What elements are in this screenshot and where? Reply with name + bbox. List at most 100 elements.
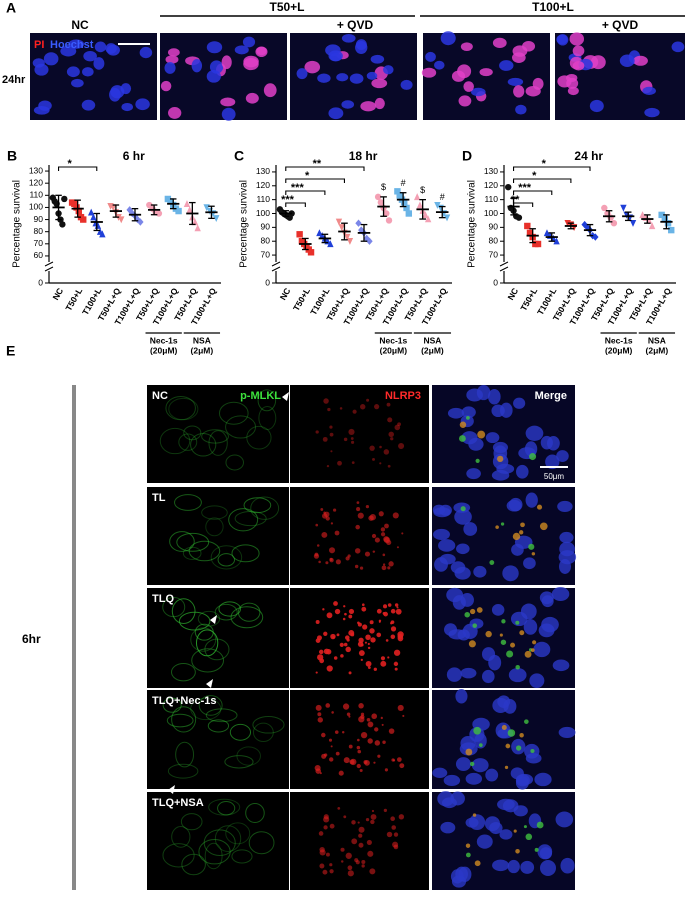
- speck: [356, 763, 361, 769]
- nucleus: [255, 46, 268, 57]
- data-point: [137, 218, 144, 226]
- y-tick-label: 70: [489, 249, 499, 259]
- y-tick-label: 130: [484, 166, 498, 176]
- nucleus: [552, 659, 570, 672]
- speck: [394, 667, 398, 671]
- nucleus: [317, 73, 331, 83]
- significance-bracket: [58, 166, 98, 171]
- speck: [390, 622, 393, 625]
- nucleus: [558, 558, 572, 574]
- speck: [345, 852, 352, 859]
- nucleus: [481, 669, 495, 684]
- speck: [329, 558, 334, 563]
- micrograph: [147, 588, 289, 688]
- merge-speck: [524, 719, 529, 724]
- group-label: Nec-1s: [605, 335, 633, 345]
- data-point: [118, 216, 125, 224]
- nucleus: [572, 45, 585, 57]
- speck: [367, 850, 374, 857]
- group-label: T100+L: [532, 0, 574, 14]
- cell-outline: [218, 601, 241, 617]
- column-label: Merge: [535, 390, 567, 402]
- nucleus: [66, 66, 80, 78]
- merge-speck: [512, 532, 521, 541]
- speck: [370, 637, 376, 643]
- significance-label: *: [68, 158, 73, 170]
- nucleus: [499, 829, 513, 840]
- speck: [356, 507, 361, 512]
- speck: [357, 738, 360, 742]
- nucleus: [374, 97, 385, 110]
- merge-speck: [531, 552, 536, 556]
- speck: [358, 826, 365, 833]
- arrowhead: [210, 615, 217, 624]
- speck: [351, 440, 355, 444]
- data-point: [416, 201, 424, 209]
- nucleus: [556, 34, 569, 46]
- merge-speck: [529, 453, 537, 461]
- data-point: [584, 223, 591, 232]
- speck: [330, 633, 336, 640]
- speck: [362, 624, 368, 630]
- micrograph: [290, 792, 429, 890]
- cell-outline: [162, 843, 195, 868]
- cell-outline: [205, 708, 238, 723]
- significance-bracket: [285, 202, 306, 207]
- speck: [372, 457, 375, 461]
- axis-break: [44, 261, 54, 267]
- data-point: [338, 224, 345, 232]
- speck: [333, 601, 338, 606]
- speck: [364, 641, 367, 644]
- speck: [328, 738, 333, 742]
- cell-outline: [245, 802, 265, 823]
- image-label: NC: [71, 18, 89, 32]
- group-label: (20μM): [150, 345, 178, 355]
- data-point: [601, 204, 608, 212]
- stain-label: PI: [34, 39, 44, 51]
- arrowhead: [282, 392, 289, 401]
- nucleus: [491, 603, 505, 616]
- nucleus: [451, 875, 467, 888]
- nucleus: [492, 859, 510, 872]
- speck: [318, 831, 324, 836]
- group-label: NSA: [193, 335, 211, 345]
- nucleus: [446, 667, 462, 682]
- speck: [333, 656, 338, 660]
- data-point: [335, 218, 343, 226]
- speck: [380, 527, 386, 532]
- merge-speck: [530, 748, 535, 754]
- speck: [398, 814, 405, 820]
- significance-bracket: [285, 166, 365, 171]
- speck: [365, 817, 370, 822]
- speck: [366, 717, 371, 722]
- speck: [314, 764, 321, 772]
- nucleus: [221, 55, 232, 70]
- speck: [317, 717, 323, 723]
- speck: [329, 823, 335, 829]
- nucleus: [243, 55, 259, 68]
- speck: [348, 715, 351, 718]
- y-tick-label: 100: [484, 208, 498, 218]
- speck: [376, 632, 382, 638]
- merge-speck: [470, 608, 476, 615]
- speck: [381, 723, 384, 726]
- nucleus: [539, 591, 554, 605]
- speck: [318, 560, 321, 564]
- cell-outline: [225, 822, 251, 845]
- data-point: [191, 218, 199, 226]
- data-point: [629, 220, 637, 227]
- nucleus: [539, 847, 553, 860]
- x-tick-label: NC: [50, 286, 65, 302]
- cell-outline: [176, 532, 210, 552]
- data-point: [620, 204, 627, 212]
- merge-speck: [460, 506, 466, 512]
- speck: [373, 667, 377, 671]
- merge-speck: [539, 522, 548, 531]
- micrographs-a: [30, 31, 685, 121]
- cell-outline: [166, 713, 194, 728]
- merge-speck: [506, 650, 514, 658]
- group-label: T50+L: [269, 0, 304, 14]
- merge-speck: [458, 435, 466, 442]
- speck: [386, 402, 391, 407]
